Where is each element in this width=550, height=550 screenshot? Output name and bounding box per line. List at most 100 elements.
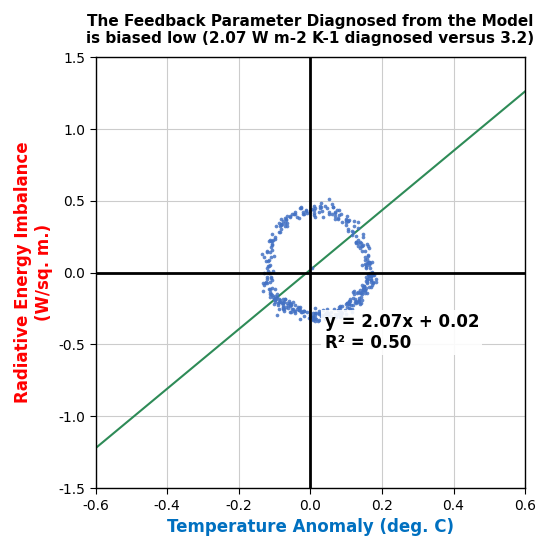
Point [359, 241, 368, 250]
Point [367, 269, 376, 278]
Point [299, 210, 308, 218]
Point [286, 300, 295, 309]
Point [285, 300, 294, 309]
Point [364, 252, 372, 261]
Point [345, 304, 354, 312]
Point [354, 241, 362, 250]
Point [302, 206, 311, 215]
Point [342, 215, 350, 224]
Point [271, 295, 279, 304]
Point [349, 228, 358, 237]
Point [323, 311, 332, 320]
Point [317, 202, 326, 211]
Point [269, 300, 278, 309]
Point [366, 268, 375, 277]
Point [358, 280, 367, 289]
Point [260, 281, 269, 290]
Point [348, 294, 357, 302]
Point [327, 307, 336, 316]
Point [303, 308, 312, 317]
Point [366, 278, 375, 287]
Point [310, 211, 318, 219]
Point [362, 274, 371, 283]
Point [362, 278, 371, 287]
Point [275, 305, 284, 314]
Point [265, 277, 274, 286]
Point [280, 213, 289, 222]
Point [344, 216, 353, 225]
Point [259, 252, 268, 261]
Point [362, 288, 371, 297]
Point [364, 257, 373, 266]
Point [359, 283, 368, 292]
Point [308, 313, 317, 322]
Point [286, 212, 295, 221]
Point [358, 246, 367, 255]
Point [361, 284, 370, 293]
Point [345, 300, 354, 309]
Point [273, 311, 282, 320]
Point [355, 293, 364, 302]
Point [361, 260, 370, 268]
Point [310, 212, 319, 221]
Point [331, 208, 339, 217]
Point [344, 296, 353, 305]
Point [311, 313, 320, 322]
Point [334, 303, 343, 312]
Point [367, 270, 376, 279]
Point [276, 221, 285, 230]
Point [344, 298, 353, 307]
Point [342, 299, 351, 308]
Point [368, 278, 377, 287]
Point [352, 299, 361, 307]
Point [291, 207, 300, 216]
Point [271, 233, 279, 241]
Point [333, 305, 342, 314]
Point [342, 221, 350, 230]
Point [361, 273, 370, 282]
Point [307, 264, 316, 273]
Point [309, 311, 317, 320]
Point [284, 304, 293, 313]
Point [350, 286, 359, 295]
Point [365, 272, 373, 280]
Point [262, 274, 271, 283]
Point [291, 210, 300, 218]
Point [285, 298, 294, 307]
Point [312, 315, 321, 323]
Point [324, 208, 333, 217]
Point [324, 195, 333, 204]
Point [343, 225, 352, 234]
Point [362, 262, 371, 271]
Point [361, 256, 370, 265]
Point [365, 258, 374, 267]
Point [264, 267, 273, 276]
Point [341, 216, 350, 224]
Point [354, 296, 363, 305]
Point [306, 310, 315, 319]
Point [311, 310, 320, 319]
Point [270, 251, 279, 260]
Point [355, 297, 364, 306]
Point [270, 294, 279, 303]
Point [309, 314, 318, 323]
Point [345, 305, 354, 314]
Point [297, 204, 306, 212]
Point [331, 211, 339, 220]
Point [265, 248, 274, 256]
Point [263, 257, 272, 266]
Point [288, 305, 296, 314]
Point [268, 241, 277, 250]
Point [279, 217, 288, 226]
Point [367, 257, 376, 266]
Point [356, 286, 365, 295]
Point [361, 286, 370, 295]
Point [357, 298, 366, 307]
Point [325, 311, 334, 320]
Point [288, 298, 297, 307]
Point [327, 210, 336, 218]
Point [263, 272, 272, 281]
Point [264, 261, 273, 270]
Point [355, 289, 364, 298]
Point [270, 295, 278, 304]
